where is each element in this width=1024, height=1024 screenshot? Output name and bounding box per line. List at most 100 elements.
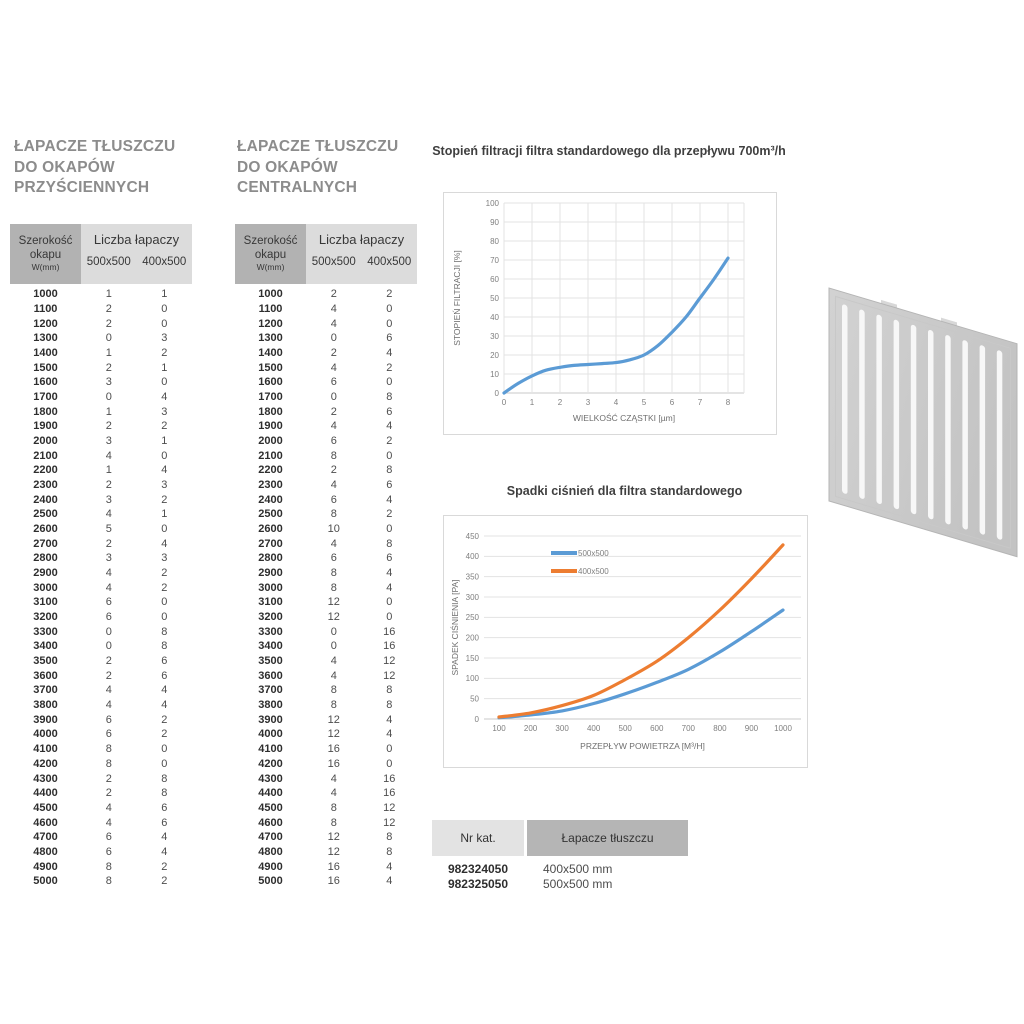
table-row: 3900 6 2 bbox=[10, 712, 192, 727]
table-row: 2700 4 8 bbox=[235, 536, 417, 551]
x-tick-label: 0 bbox=[502, 398, 507, 407]
table-row: 1600 3 0 bbox=[10, 375, 192, 390]
catcher-count-value: 12 bbox=[383, 801, 396, 814]
catcher-count-value: 12 bbox=[327, 728, 340, 741]
series-line-500x500 bbox=[497, 608, 785, 720]
y-tick-label: 60 bbox=[490, 275, 499, 284]
catcher-count-value: 2 bbox=[161, 860, 168, 873]
hood-width-value: 2000 bbox=[258, 435, 283, 448]
catcher-count-value: 6 bbox=[105, 611, 112, 624]
table-row: 1900 4 4 bbox=[235, 419, 417, 434]
table-row: 3200 12 0 bbox=[235, 610, 417, 625]
hood-width-value: 3200 bbox=[33, 611, 58, 624]
catcher-count-value: 8 bbox=[105, 743, 112, 756]
catalog-header: Nr kat. Łapacze tłuszczu bbox=[432, 820, 688, 856]
width-header-unit: W(mm) bbox=[256, 262, 285, 272]
x-tick-label: 900 bbox=[745, 724, 759, 733]
catcher-count-value: 4 bbox=[386, 347, 393, 360]
catcher-count-value: 4 bbox=[105, 684, 112, 697]
catcher-count-value: 8 bbox=[386, 537, 393, 550]
title-line: DO OKAPÓW bbox=[14, 158, 115, 176]
catcher-count-value: 6 bbox=[161, 816, 168, 829]
catcher-count-value: 6 bbox=[386, 332, 393, 345]
x-tick-label: 300 bbox=[555, 724, 569, 733]
catcher-count-value: 0 bbox=[386, 376, 393, 389]
catcher-count-value: 2 bbox=[105, 537, 112, 550]
table-row: 2000 6 2 bbox=[235, 434, 417, 449]
hood-width-value: 1800 bbox=[258, 405, 283, 418]
x-tick-label: 4 bbox=[614, 398, 619, 407]
catcher-count-value: 0 bbox=[386, 523, 393, 536]
hood-width-value: 1900 bbox=[258, 420, 283, 433]
hood-width-value: 2700 bbox=[33, 537, 58, 550]
catcher-count-value: 4 bbox=[161, 537, 168, 550]
catcher-count-value: 4 bbox=[105, 801, 112, 814]
filter-slot bbox=[876, 314, 882, 504]
table-row: 3500 4 12 bbox=[235, 654, 417, 669]
filter-slots bbox=[842, 304, 1003, 540]
hood-width-value: 4400 bbox=[258, 787, 283, 800]
table-row: 2500 4 1 bbox=[10, 507, 192, 522]
series-line-main bbox=[502, 256, 730, 395]
catcher-count-value: 4 bbox=[330, 787, 337, 800]
hood-width-value: 1500 bbox=[258, 361, 283, 374]
hood-width-value: 2200 bbox=[33, 464, 58, 477]
table-row: 5000 8 2 bbox=[10, 874, 192, 889]
table-row: 3300 0 16 bbox=[235, 624, 417, 639]
table-row: 4900 16 4 bbox=[235, 859, 417, 874]
table-row: 5000 16 4 bbox=[235, 874, 417, 889]
y-tick-label: 10 bbox=[490, 370, 499, 379]
filter-panel bbox=[828, 287, 1018, 558]
table-row: 2600 10 0 bbox=[235, 522, 417, 537]
table-row: 1200 4 0 bbox=[235, 316, 417, 331]
catcher-count-value: 1 bbox=[105, 347, 112, 360]
hood-width-value: 2300 bbox=[258, 479, 283, 492]
x-tick-label: 800 bbox=[713, 724, 727, 733]
y-tick-label: 400 bbox=[466, 552, 480, 561]
catcher-count-value: 6 bbox=[330, 552, 337, 565]
hood-width-value: 3500 bbox=[258, 655, 283, 668]
table-row: 1800 2 6 bbox=[235, 404, 417, 419]
y-tick-label: 0 bbox=[475, 715, 480, 724]
table-row: 1000 2 2 bbox=[235, 287, 417, 302]
catalog-header-nr: Nr kat. bbox=[432, 820, 524, 856]
catcher-count-value: 4 bbox=[330, 655, 337, 668]
catcher-count-value: 16 bbox=[383, 772, 396, 785]
central-hoods-table: Szerokość okapu W(mm) Liczba łapaczy 500… bbox=[235, 224, 417, 889]
catcher-count-value: 8 bbox=[386, 699, 393, 712]
hood-width-value: 2300 bbox=[33, 479, 58, 492]
catalog-header-product: Łapacze tłuszczu bbox=[527, 820, 688, 856]
filtration-chart: 0 10 20 30 40 50 60 70 80 90 100 0 1 2 3 4 5 6 7 8 WIELKOŚĆ … bbox=[443, 192, 777, 435]
table-row: 2300 4 6 bbox=[235, 478, 417, 493]
catcher-count-value: 0 bbox=[330, 640, 337, 653]
catcher-count-value: 8 bbox=[386, 391, 393, 404]
table-row: 3600 4 12 bbox=[235, 668, 417, 683]
catcher-count-value: 0 bbox=[386, 743, 393, 756]
catcher-count-value: 8 bbox=[386, 684, 393, 697]
catcher-count-value: 4 bbox=[330, 303, 337, 315]
catcher-count-value: 6 bbox=[105, 713, 112, 726]
hood-width-value: 3500 bbox=[33, 655, 58, 668]
table-row: 2400 6 4 bbox=[235, 492, 417, 507]
catcher-count-value: 4 bbox=[386, 581, 393, 594]
catcher-count-value: 4 bbox=[386, 713, 393, 726]
table-row: 2900 4 2 bbox=[10, 566, 192, 581]
catalog-row: 982325050 500x500 mm bbox=[432, 876, 688, 891]
catcher-count-value: 4 bbox=[386, 860, 393, 873]
catcher-count-value: 0 bbox=[161, 523, 168, 536]
hood-width-value: 5000 bbox=[258, 875, 283, 888]
size-column-400x500: 400x500 bbox=[367, 256, 412, 268]
hood-width-value: 3800 bbox=[33, 699, 58, 712]
table-row: 3700 8 8 bbox=[235, 683, 417, 698]
catcher-count-value: 0 bbox=[161, 376, 168, 389]
catcher-count-value: 1 bbox=[161, 361, 168, 374]
hood-width-value: 1300 bbox=[33, 332, 58, 345]
table-row: 2200 1 4 bbox=[10, 463, 192, 478]
hood-width-value: 4700 bbox=[33, 831, 58, 844]
catcher-count-value: 2 bbox=[386, 361, 393, 374]
catcher-count-value: 8 bbox=[386, 464, 393, 477]
hood-width-value: 5000 bbox=[33, 875, 58, 888]
y-axis-label: SPADEK CIŚNIENIA [PA] bbox=[449, 579, 460, 675]
hood-width-value: 1300 bbox=[258, 332, 283, 345]
catcher-count-value: 2 bbox=[386, 435, 393, 448]
